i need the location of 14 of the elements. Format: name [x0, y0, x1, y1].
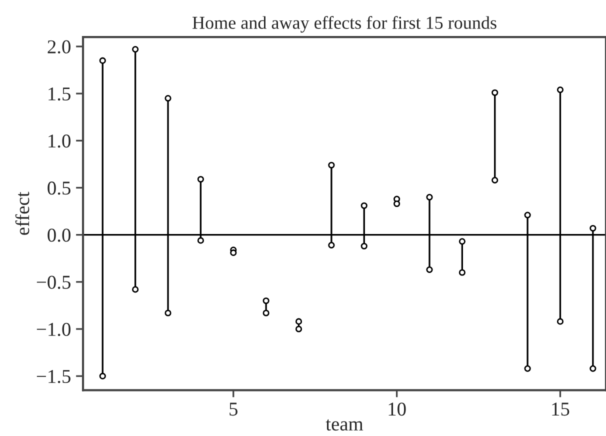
- x-tick-label: 10: [388, 402, 406, 416]
- y-tick-label: 1.5: [48, 87, 70, 101]
- x-axis-title: team: [326, 419, 364, 431]
- y-tick-label: 0.5: [48, 182, 70, 195]
- y-tick-label: −1.5: [36, 370, 70, 384]
- y-tick-label: 1.0: [48, 134, 70, 148]
- y-tick-label: −1.0: [36, 322, 70, 336]
- y-axis-title: effect: [15, 192, 30, 235]
- y-tick-label: −0.5: [36, 276, 70, 289]
- chart-title: Home and away effects for first 15 rounds: [192, 16, 496, 33]
- x-tick-label: 15: [552, 402, 570, 416]
- y-tick-label: 2.0: [48, 40, 70, 54]
- x-tick-label: 5: [230, 402, 238, 416]
- y-tick-label: 0.0: [48, 228, 70, 242]
